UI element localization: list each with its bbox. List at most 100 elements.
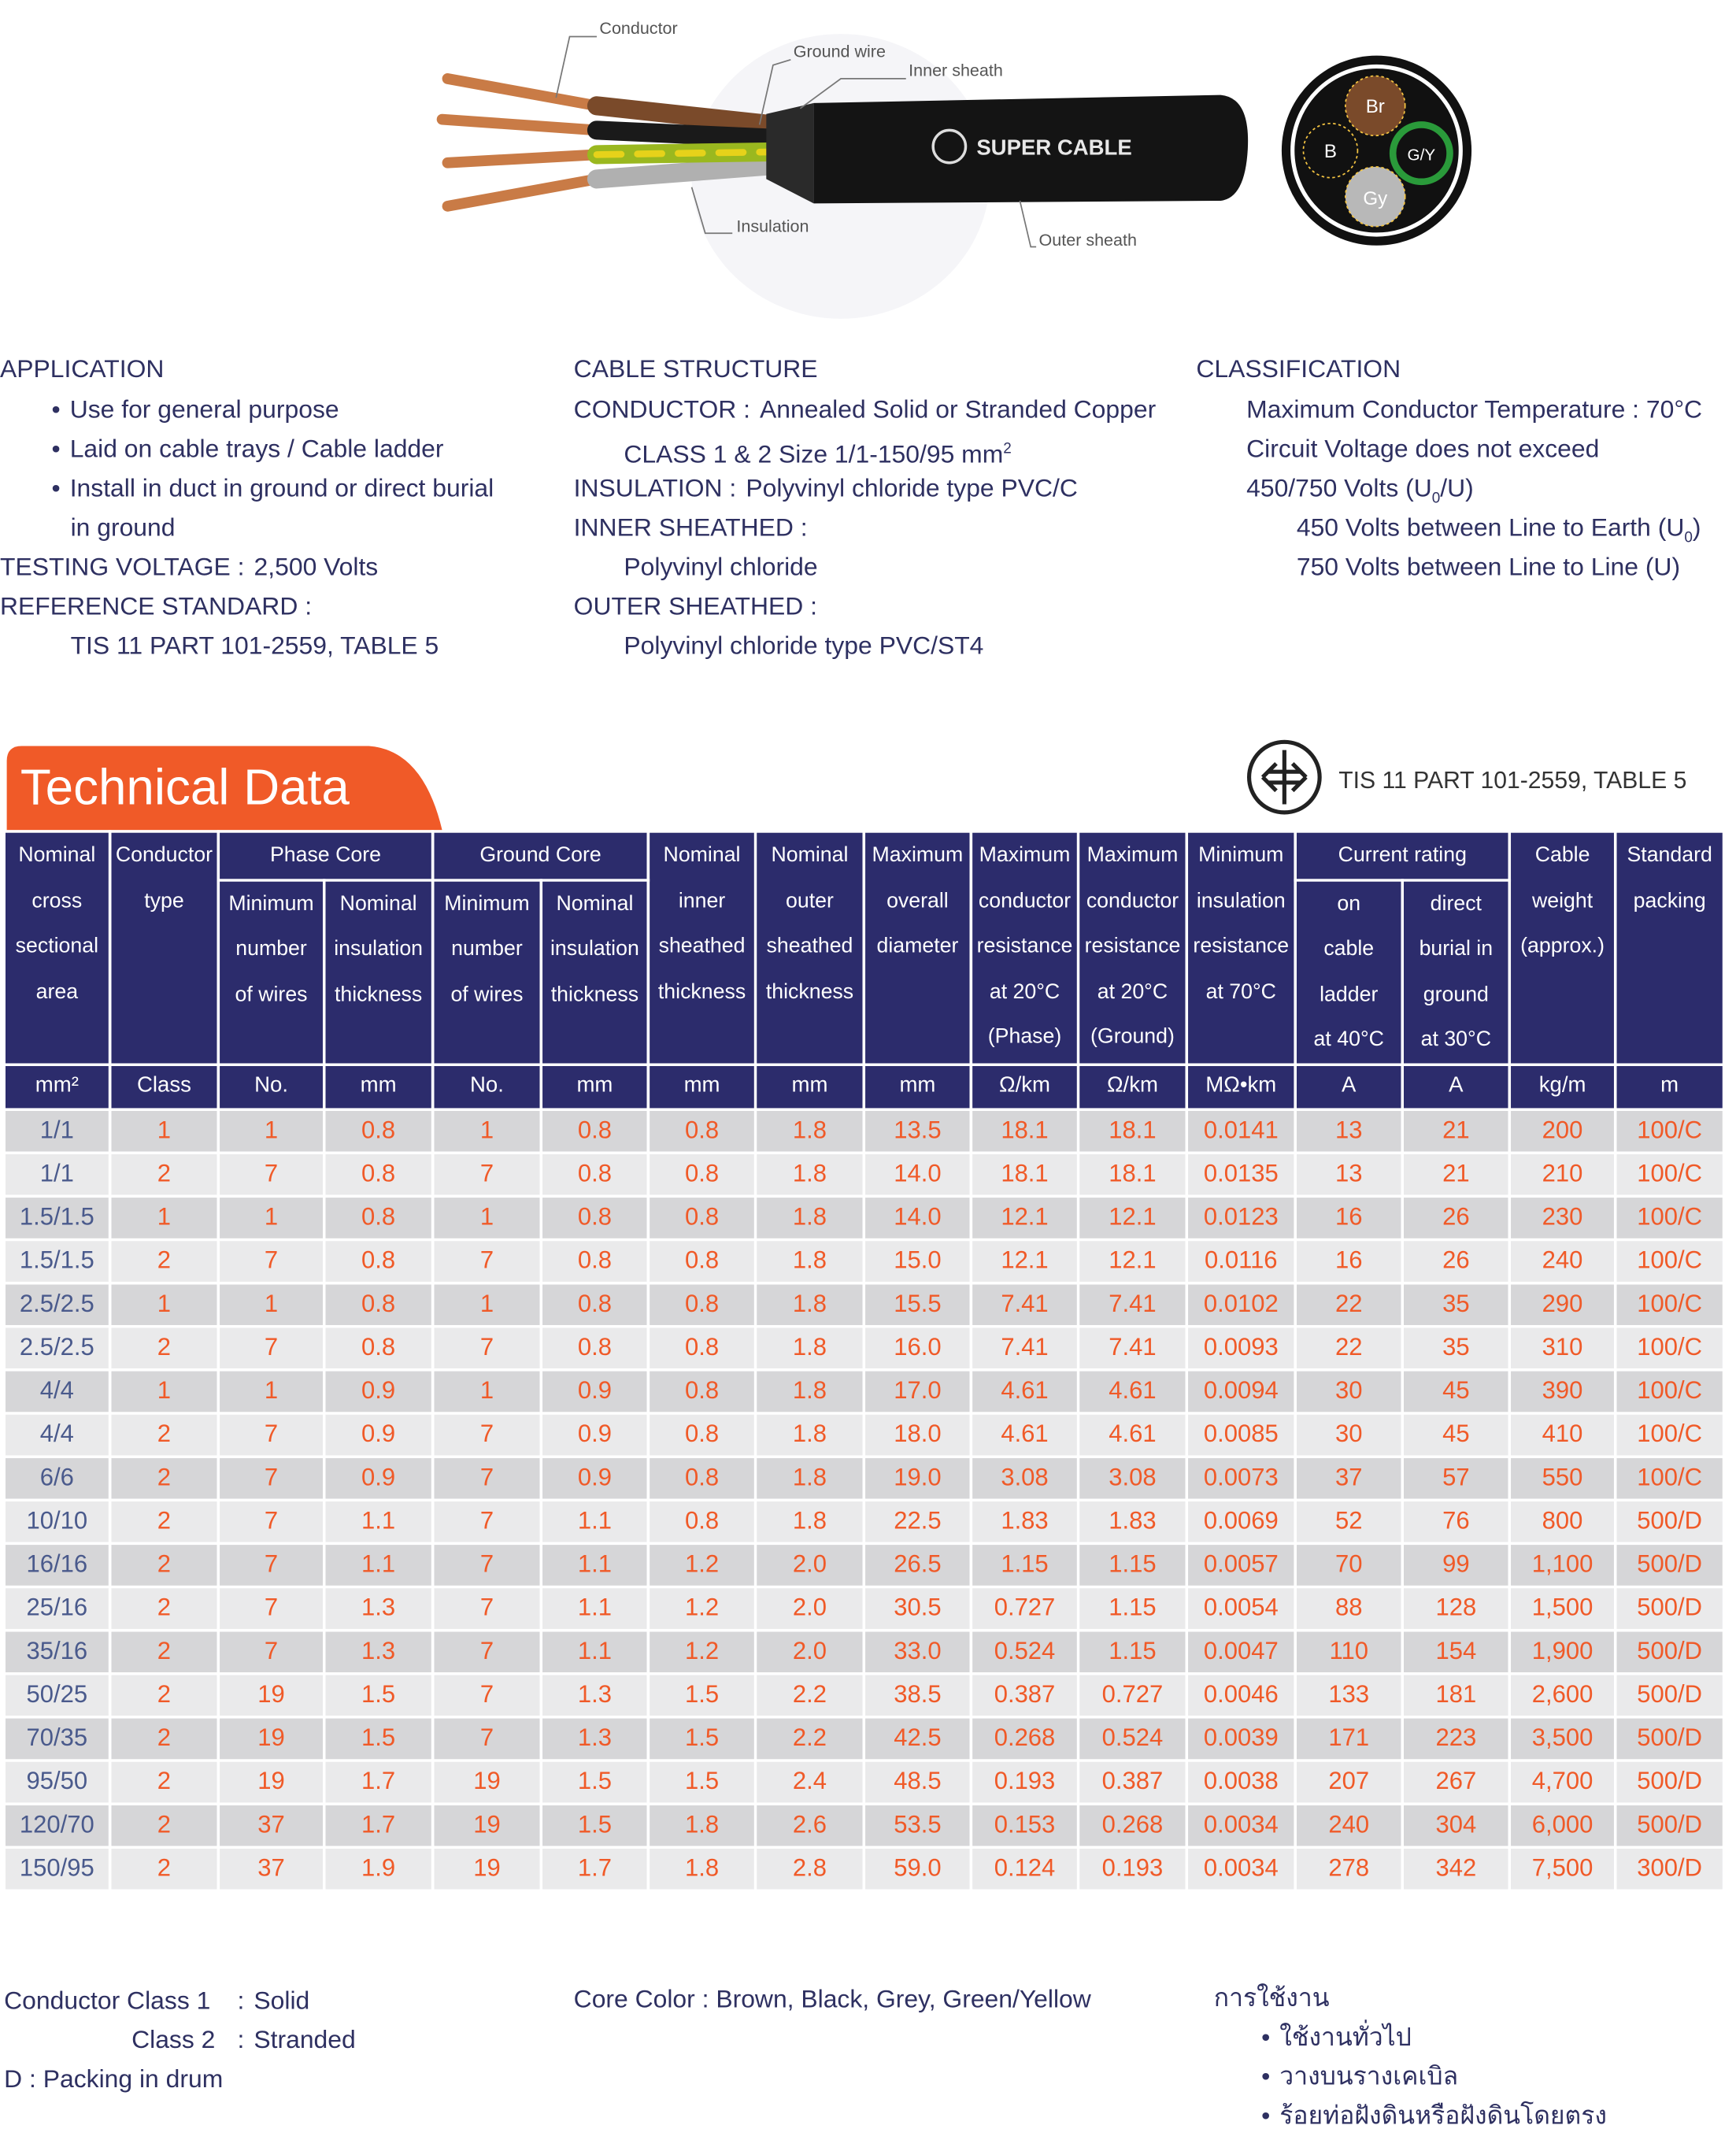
- text: 19: [217, 1672, 326, 1719]
- label: Ground wire: [794, 42, 886, 61]
- text: 1,100: [1508, 1542, 1617, 1589]
- header-cell: Current rating: [1294, 830, 1512, 882]
- text: Ω/km: [969, 1063, 1080, 1111]
- text: 1.1: [539, 1585, 650, 1632]
- section-title: Technical Data: [20, 759, 350, 816]
- text: 7: [217, 1585, 326, 1632]
- text: ladder: [1320, 983, 1379, 1006]
- text: 16.0: [862, 1324, 973, 1372]
- text: 1.8: [646, 1846, 757, 1893]
- text: 0.0046: [1185, 1672, 1297, 1719]
- text: 1/1: [2, 1108, 112, 1154]
- text: 100/C: [1614, 1194, 1726, 1242]
- text: 1.1: [322, 1542, 435, 1589]
- text: 1.7: [539, 1846, 650, 1893]
- text: 0.9: [322, 1368, 435, 1415]
- text: 100/C: [1614, 1412, 1726, 1458]
- text: resistance: [1193, 935, 1290, 958]
- text: 128: [1401, 1585, 1512, 1632]
- text: 52: [1294, 1498, 1405, 1546]
- text: insulation: [1196, 889, 1286, 913]
- text: Current rating: [1338, 843, 1467, 867]
- text: 0.8: [646, 1151, 757, 1198]
- section-header: Technical Data TIS 11 PART 101-2559, TAB…: [6, 739, 1686, 831]
- text: 4/4: [2, 1412, 112, 1458]
- text: 0.0073: [1185, 1455, 1297, 1501]
- text: 0.268: [969, 1716, 1080, 1762]
- text: 7: [217, 1628, 326, 1675]
- header-row: Nominal cross sectional area Conductor type Ph…: [2, 830, 1726, 1066]
- header-cell: Minimum number of wires: [217, 878, 326, 1066]
- text: 7: [217, 1324, 326, 1372]
- text: 0.8: [322, 1151, 435, 1198]
- header-cell: Nominal insulation thickness: [322, 878, 435, 1066]
- text: 2.0: [753, 1542, 866, 1589]
- core-labels: Br B G/Y Gy: [1324, 96, 1435, 209]
- text-line: ใช้งานทั่วไป: [1261, 2021, 1412, 2053]
- text: 1.15: [1076, 1542, 1189, 1589]
- text: 0.524: [969, 1628, 1080, 1675]
- text: 1.5: [539, 1759, 650, 1805]
- text: 7: [431, 1542, 543, 1589]
- black-core: [587, 120, 783, 148]
- text: number: [235, 937, 307, 961]
- text: 1: [217, 1108, 326, 1154]
- header-cell: Cable weight (approx.): [1508, 830, 1617, 1066]
- text: Standard: [1627, 843, 1712, 867]
- text: overall: [887, 889, 949, 913]
- text: 0.0039: [1185, 1716, 1297, 1762]
- text-line: CONDUCTOR : Annealed Solid or Stranded Co…: [574, 394, 1157, 426]
- text-line: INNER SHEATHED :: [574, 511, 808, 543]
- text: 1: [108, 1108, 220, 1154]
- text: 1.8: [753, 1108, 866, 1154]
- text: 33.0: [862, 1628, 973, 1675]
- text-line: : Solid: [237, 1984, 309, 2016]
- text: 0.0038: [1185, 1759, 1297, 1805]
- text: 0.193: [969, 1759, 1080, 1805]
- text: 230: [1508, 1194, 1617, 1242]
- text: INSULATION :: [573, 473, 737, 502]
- text: 1.8: [753, 1498, 866, 1546]
- text: 1.1: [539, 1542, 650, 1589]
- data-row: 6/6 2 7 0.9 7 0.9 0.8 1.8 19.0 3.08 3.08 0.0073 37 57…: [2, 1455, 1726, 1501]
- text-line: APPLICATION: [0, 353, 164, 385]
- text: 19: [431, 1802, 543, 1849]
- text: 0.268: [1076, 1802, 1189, 1849]
- text: 0: [1431, 491, 1441, 507]
- text: 500/D: [1614, 1716, 1726, 1762]
- text: 100/C: [1614, 1108, 1726, 1154]
- text: 550: [1508, 1455, 1617, 1501]
- text: 150/95: [2, 1846, 112, 1893]
- text: 1.8: [753, 1151, 866, 1198]
- labels: Conductor Ground wire Inner sheath Insul…: [599, 19, 1137, 250]
- text: 37: [217, 1802, 326, 1849]
- text: 1.9: [322, 1846, 435, 1893]
- text: 7.41: [1076, 1281, 1189, 1328]
- text: Annealed Solid or Stranded Copper: [760, 394, 1157, 424]
- text-line: Use for general purpose: [51, 394, 339, 426]
- text: Nominal: [556, 891, 634, 916]
- text: resistance: [976, 935, 1073, 958]
- text: 19: [217, 1716, 326, 1762]
- text-line: CLASS 1 & 2 Size 1/1-150/95 mm2: [624, 433, 1011, 472]
- outer-sheath: [813, 94, 1249, 204]
- text: 1.8: [753, 1455, 866, 1501]
- text: 2: [108, 1585, 220, 1632]
- text: 0.727: [1076, 1672, 1189, 1719]
- text: 42.5: [862, 1716, 973, 1762]
- text: 7: [217, 1455, 326, 1501]
- text: at 30°C: [1420, 1028, 1492, 1052]
- conductor-wire: [436, 113, 602, 136]
- text: sheathed: [658, 935, 746, 958]
- text: 1.2: [646, 1628, 757, 1675]
- text: 19: [217, 1759, 326, 1805]
- tis-symbol: [1260, 750, 1308, 805]
- text: ground: [1423, 983, 1489, 1006]
- text: 16: [1294, 1238, 1405, 1285]
- text: 120/70: [2, 1802, 112, 1849]
- text: 3.08: [1076, 1455, 1189, 1501]
- header-cell: Minimum insulation resistance at 70°C: [1185, 830, 1297, 1066]
- text: 290: [1508, 1281, 1617, 1328]
- text: Polyvinyl chloride: [624, 552, 818, 581]
